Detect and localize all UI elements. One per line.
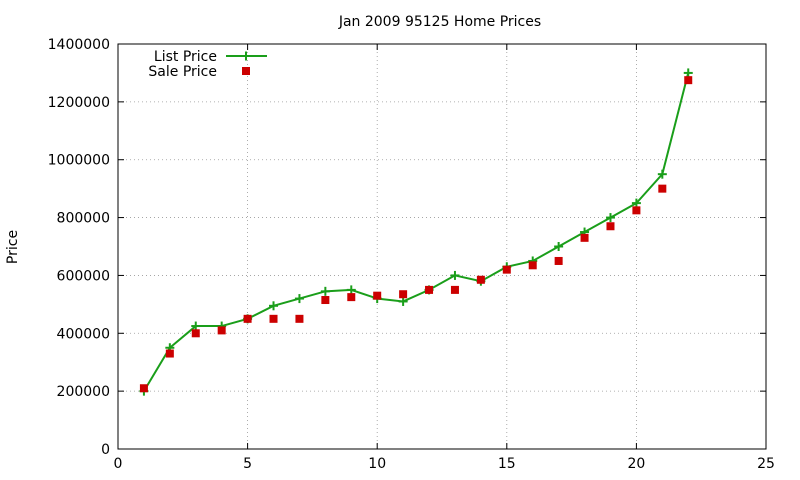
legend-label-sale-price: Sale Price (148, 64, 217, 80)
x-tick-label: 25 (757, 456, 775, 472)
plot-series (139, 68, 693, 396)
sale-price-point (321, 296, 330, 305)
y-tick-label: 800000 (57, 211, 110, 227)
list-price-point (683, 68, 693, 78)
x-tick-label: 15 (498, 456, 516, 472)
chart-title: Jan 2009 95125 Home Prices (338, 14, 541, 30)
sale-price-point (476, 275, 485, 284)
sale-price-point (502, 265, 511, 274)
x-tick-label: 5 (243, 456, 252, 472)
y-tick-label: 1400000 (48, 37, 110, 53)
grid (118, 44, 766, 449)
list-price-point (294, 294, 304, 304)
sale-price-point (139, 384, 148, 393)
y-tick-label: 400000 (57, 326, 110, 342)
sale-price-point (606, 222, 615, 231)
sale-price-point (528, 261, 537, 270)
list-price-line (143, 72, 690, 392)
y-tick-label: 1200000 (48, 95, 110, 111)
sale-price-point (425, 285, 434, 294)
list-price-point (346, 285, 356, 295)
legend-marker-sale-price (242, 67, 250, 75)
y-tick-label: 0 (101, 442, 110, 458)
legend-label-list-price: List Price (154, 49, 217, 65)
sale-price-point (243, 314, 252, 323)
y-tick-label: 600000 (57, 268, 110, 284)
sale-price-point (373, 291, 382, 300)
legend-marker-list-price (241, 51, 251, 61)
sale-price-point (269, 314, 278, 323)
sale-price-point (347, 293, 356, 302)
sale-price-point (658, 184, 667, 193)
sale-price-point (165, 349, 174, 358)
list-price-point (191, 321, 201, 331)
sale-price-point (217, 326, 226, 335)
sale-price-point (580, 233, 589, 242)
list-price-point (269, 301, 279, 311)
y-tick-label: 200000 (57, 384, 110, 400)
list-price-point (320, 286, 330, 296)
x-tick-label: 20 (627, 456, 645, 472)
list-price-point (605, 213, 615, 223)
sale-price-point (632, 206, 641, 215)
list-price-point (450, 270, 460, 280)
list-price-point (554, 242, 564, 251)
list-price-point (631, 198, 641, 208)
sale-price-point (399, 290, 408, 299)
sale-price-point (450, 285, 459, 294)
plot-frame (117, 43, 767, 450)
y-tick-label: 1000000 (48, 153, 110, 169)
sale-price-point (554, 256, 563, 265)
sale-price-point (295, 314, 304, 323)
y-axis-label: Price (5, 230, 21, 264)
x-tick-label: 10 (368, 456, 386, 472)
sale-price-point (684, 76, 693, 85)
axis-ticks: 0 5 10 15 20 25 0 200000 400000 600000 800000 10000… (48, 37, 775, 472)
list-price-point (398, 296, 408, 306)
list-price-point (657, 169, 667, 179)
sale-price-point (191, 329, 200, 338)
x-tick-label: 0 (114, 456, 123, 472)
